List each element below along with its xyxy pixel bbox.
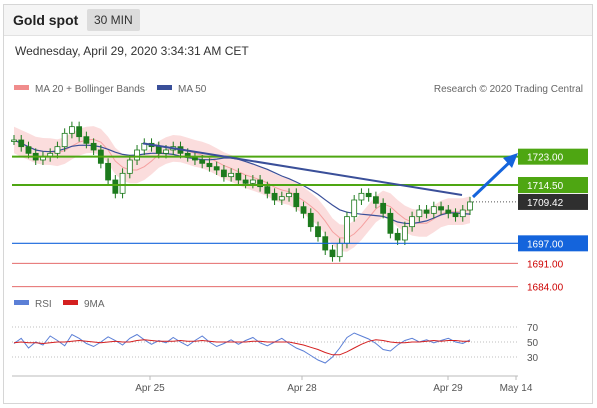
rsi-ma-line [13,339,470,356]
forecast-arrow-shaft [471,158,514,199]
chart-widget: Gold spot 30 MIN Wednesday, April 29, 20… [3,4,593,404]
header-bar: Gold spot 30 MIN [4,5,592,36]
candle-body [83,136,90,144]
trendline [142,142,463,196]
candle-body [155,146,162,154]
candle-body [459,209,466,218]
level-label-bg [518,177,588,193]
ma50-line [13,139,471,225]
candle-body [336,242,343,258]
candle-body [264,186,271,194]
candle-body [358,192,365,201]
candle-body [329,249,336,258]
candle-body [242,179,249,184]
rsi-level-label: 50 [527,338,539,349]
trendline-group [142,142,518,199]
ma50-legend-label: MA 50 [178,84,207,95]
ma50-path [13,139,471,225]
x-axis: Apr 25 Apr 28 Apr 29 May 14 [135,376,533,394]
level-label: 1691.00 [527,259,564,270]
candle-body [365,192,372,198]
candle-body [69,126,75,134]
rsi-panel: 70 50 30 [12,323,539,364]
candle-body [307,212,314,228]
candle-body [25,146,32,154]
candle-body [373,196,379,204]
x-tick-label: Apr 25 [135,383,165,394]
rsi-ma-legend-label: 9MA [84,299,105,310]
candle-body [54,146,61,154]
instrument-title: Gold spot [13,12,79,28]
level-label: 1697.00 [527,239,564,250]
candle-body [351,199,358,218]
candle-body [112,179,119,194]
candle-body [235,172,242,181]
candle-body [11,139,17,142]
ma20-legend-swatch [14,85,29,90]
timestamp: Wednesday, April 29, 2020 3:34:31 AM CET [15,44,249,58]
current-price-label: 1709.42 [527,198,564,209]
candle-body [286,192,292,198]
candle-body [18,139,25,148]
credit-label: Research © 2020 Trading Central [434,84,583,95]
rsi-legend-label: RSI [35,299,52,310]
x-tick-label: Apr 29 [433,383,463,394]
candle-body [271,192,278,201]
candle-body [452,212,459,218]
ma50-legend-swatch [157,85,172,90]
candle-body [76,126,83,138]
level-label-bg [518,148,588,165]
ma20-legend-label: MA 20 + Bollinger Bands [35,84,145,95]
candle-body [467,201,473,211]
level-label-bg [518,235,588,252]
candle-body [134,149,140,161]
candle-body [249,179,256,184]
candles [11,121,473,262]
level-label: 1723.00 [527,153,564,164]
rsi-level-label: 70 [527,323,539,334]
candle-body [278,196,285,201]
candle-body [416,209,423,218]
rsi-level-label: 30 [527,353,539,364]
rsi-legend-swatch [14,300,29,305]
x-tick-label: May 14 [500,383,533,394]
candle-body [423,209,430,214]
rsi-ma-legend-swatch [63,300,78,305]
candle-body [430,206,437,214]
candle-body [401,226,408,241]
candle-body [90,142,97,151]
candle-body [438,206,444,211]
candle-body [300,206,307,214]
candle-body [315,226,321,238]
forecast-arrow-head [503,153,518,168]
candle-body [199,159,206,164]
timeframe-badge[interactable]: 30 MIN [87,9,140,31]
candle-body [61,132,68,148]
candle-body [119,172,126,194]
rsi-line [13,332,471,364]
candle-body [344,216,350,244]
candle-body [380,202,387,214]
candle-body [206,162,213,168]
candle-body [126,159,133,174]
candle-body [105,162,111,181]
candle-body [394,232,401,241]
candle-body [163,149,169,154]
candle-body [293,192,300,208]
candle-body [221,169,227,178]
level-label: 1684.00 [527,283,564,294]
candle-body [213,166,220,171]
candle-body [257,179,263,188]
level-label: 1714.50 [527,181,564,192]
candle-body [228,172,235,178]
candle-body [387,212,394,234]
candle-body [445,209,452,214]
x-tick-label: Apr 28 [287,383,317,394]
candle-body [409,216,415,228]
current-price-bg [518,193,588,210]
ma20-line [13,138,471,239]
price-levels: 1723.00 1714.50 1697.00 1691.00 1684.00 1709.… [12,148,588,294]
